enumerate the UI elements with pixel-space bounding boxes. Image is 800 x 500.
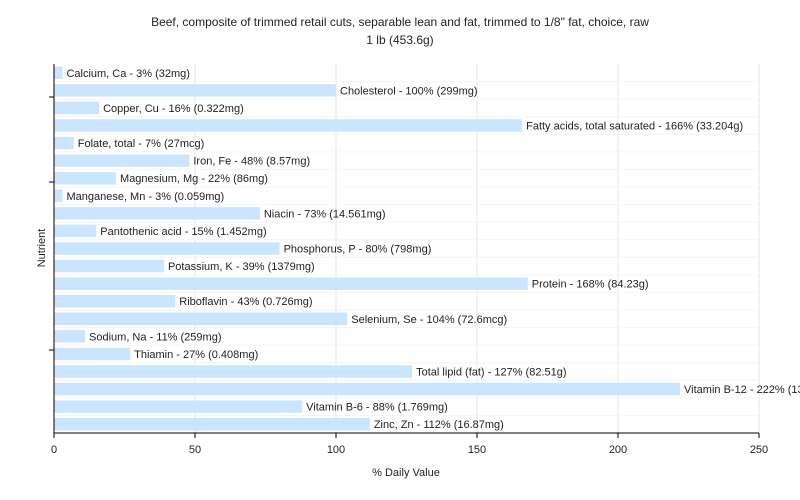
bar-label: Vitamin B-6 - 88% (1.769mg) <box>306 402 448 414</box>
bar-label: Protein - 168% (84.23g) <box>532 279 649 291</box>
bar-label: Sodium, Na - 11% (259mg) <box>89 331 221 343</box>
bar <box>54 330 86 343</box>
bar <box>54 400 303 413</box>
bar <box>54 84 336 97</box>
bar <box>54 277 528 290</box>
bar <box>54 66 63 80</box>
bar <box>54 312 348 326</box>
chart-title: Beef, composite of trimmed retail cuts, … <box>151 15 649 29</box>
bar-label: Riboflavin - 43% (0.726mg) <box>179 296 312 308</box>
bar-label: Fatty acids, total saturated - 166% (33.… <box>526 121 743 133</box>
bar <box>54 119 523 132</box>
bar-label: Thiamin - 27% (0.408mg) <box>134 349 258 361</box>
x-tick-labels: 0 50 100 150 200 250 <box>51 444 768 456</box>
bar <box>54 136 74 150</box>
bar-label: Selenium, Se - 104% (72.6mcg) <box>351 314 507 326</box>
bar-label: Zinc, Zn - 112% (16.87mg) <box>374 419 504 431</box>
bar <box>54 259 164 273</box>
bar-label: Calcium, Ca - 3% (32mg) <box>66 68 189 80</box>
bar <box>54 347 131 361</box>
bar-label: Folate, total - 7% (27mcg) <box>78 138 205 150</box>
chart-subtitle: 1 lb (453.6g) <box>366 33 433 47</box>
bar <box>54 417 370 431</box>
x-tick-label: 250 <box>750 444 768 456</box>
y-axis-label: Nutrient <box>36 229 48 268</box>
bar <box>54 294 176 308</box>
bar-labels-group: Calcium, Ca - 3% (32mg) Cholesterol - 100… <box>66 68 800 431</box>
bar <box>54 207 260 220</box>
x-tick-label: 100 <box>327 444 345 456</box>
bar-label: Potassium, K - 39% (1379mg) <box>168 261 315 273</box>
bar <box>54 242 280 255</box>
bar-label: Magnesium, Mg - 22% (86mg) <box>120 173 268 185</box>
bar-label: Total lipid (fat) - 127% (82.51g) <box>416 367 566 379</box>
x-tick-label: 50 <box>189 444 201 456</box>
x-tick-label: 0 <box>51 444 57 456</box>
axes-group <box>49 64 760 438</box>
bar-label: Phosphorus, P - 80% (798mg) <box>284 244 432 256</box>
bar <box>54 224 97 238</box>
bar <box>54 154 190 167</box>
bar-label: Pantothenic acid - 15% (1.452mg) <box>100 226 266 238</box>
bar <box>54 365 413 378</box>
bar-label: Copper, Cu - 16% (0.322mg) <box>103 103 244 115</box>
bar <box>54 189 63 203</box>
bar-label: Niacin - 73% (14.561mg) <box>264 208 386 220</box>
bar-label: Vitamin B-12 - 222% (13.29mcg) <box>684 384 800 396</box>
bar <box>54 171 117 185</box>
bars-group <box>54 66 681 431</box>
bar-label: Manganese, Mn - 3% (0.059mg) <box>66 191 224 203</box>
x-axis-label: % Daily Value <box>372 467 440 479</box>
bar-label: Iron, Fe - 48% (8.57mg) <box>193 156 310 168</box>
bar <box>54 101 100 115</box>
grid-lines <box>54 64 760 433</box>
bar <box>54 382 681 396</box>
x-tick-label: 150 <box>468 444 486 456</box>
bar-label: Cholesterol - 100% (299mg) <box>340 85 478 97</box>
x-tick-label: 200 <box>609 444 627 456</box>
